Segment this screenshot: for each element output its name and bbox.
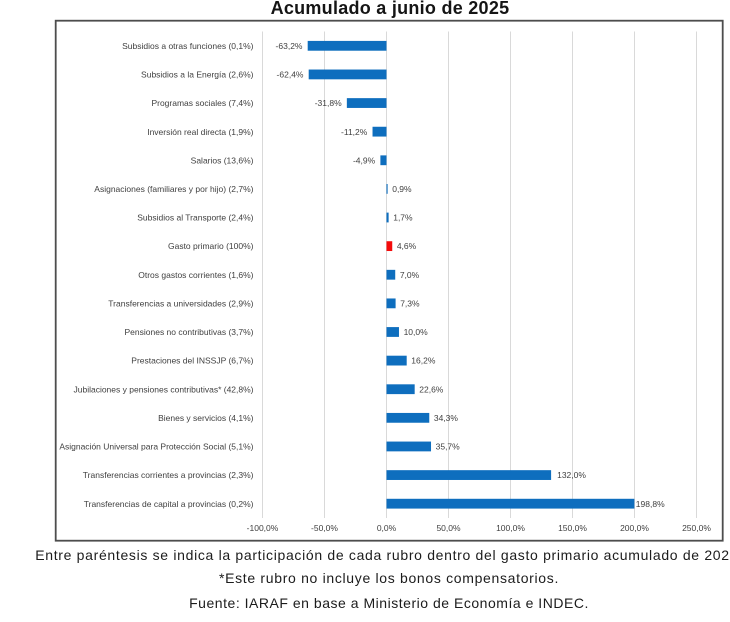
svg-text:Otros gastos corrientes (1,6%): Otros gastos corrientes (1,6%)	[138, 270, 253, 280]
svg-text:Transferencias de capital a pr: Transferencias de capital a provincias (…	[84, 499, 254, 509]
svg-text:22,6%: 22,6%	[419, 384, 444, 394]
svg-text:-4,9%: -4,9%	[353, 155, 376, 165]
svg-text:0,0%: 0,0%	[377, 523, 397, 533]
svg-text:35,7%: 35,7%	[436, 442, 461, 452]
svg-text:Gasto primario (100%): Gasto primario (100%)	[168, 241, 254, 251]
svg-text:Subsidios a otras funciones (0: Subsidios a otras funciones (0,1%)	[122, 41, 254, 51]
svg-text:0,9%: 0,9%	[392, 184, 412, 194]
svg-text:4,6%: 4,6%	[397, 241, 417, 251]
svg-text:34,3%: 34,3%	[434, 413, 459, 423]
svg-text:-31,8%: -31,8%	[315, 98, 342, 108]
svg-text:1,7%: 1,7%	[393, 213, 413, 223]
svg-text:-63,2%: -63,2%	[276, 41, 303, 51]
svg-text:50,0%: 50,0%	[436, 523, 461, 533]
svg-text:7,3%: 7,3%	[400, 298, 420, 308]
svg-text:-11,2%: -11,2%	[341, 127, 368, 137]
svg-text:-62,4%: -62,4%	[277, 70, 304, 80]
svg-text:Asignación Universal para Prot: Asignación Universal para Protección Soc…	[59, 442, 253, 452]
svg-text:132,0%: 132,0%	[557, 470, 586, 480]
svg-text:Inversión real directa (1,9%): Inversión real directa (1,9%)	[147, 127, 253, 137]
svg-text:Salarios (13,6%): Salarios (13,6%)	[191, 155, 254, 165]
svg-text:250,0%: 250,0%	[682, 523, 711, 533]
svg-text:100,0%: 100,0%	[496, 523, 525, 533]
svg-text:Transferencias a universidades: Transferencias a universidades (2,9%)	[108, 298, 253, 308]
svg-text:Jubilaciones y pensiones contr: Jubilaciones y pensiones contributivas* …	[73, 384, 253, 394]
svg-text:150,0%: 150,0%	[558, 523, 587, 533]
svg-text:10,0%: 10,0%	[404, 327, 429, 337]
svg-text:Programas sociales (7,4%): Programas sociales (7,4%)	[151, 98, 253, 108]
svg-text:7,0%: 7,0%	[400, 270, 420, 280]
svg-text:198,8%: 198,8%	[636, 499, 665, 509]
svg-text:Subsidios a la Energía (2,6%): Subsidios a la Energía (2,6%)	[141, 70, 254, 80]
svg-text:Subsidios al Transporte (2,4%): Subsidios al Transporte (2,4%)	[137, 213, 253, 223]
svg-text:-100,0%: -100,0%	[247, 523, 279, 533]
svg-text:Prestaciones del INSSJP (6,7%): Prestaciones del INSSJP (6,7%)	[131, 356, 253, 366]
svg-text:-50,0%: -50,0%	[311, 523, 338, 533]
svg-text:Asignaciones (familiares y por: Asignaciones (familiares y por hijo) (2,…	[94, 184, 253, 194]
svg-text:16,2%: 16,2%	[411, 356, 436, 366]
svg-text:Pensiones no contributivas (3,: Pensiones no contributivas (3,7%)	[125, 327, 254, 337]
svg-text:Transferencias corrientes a pr: Transferencias corrientes a provincias (…	[83, 470, 254, 480]
svg-text:200,0%: 200,0%	[620, 523, 649, 533]
svg-text:Bienes y servicios (4,1%): Bienes y servicios (4,1%)	[158, 413, 254, 423]
